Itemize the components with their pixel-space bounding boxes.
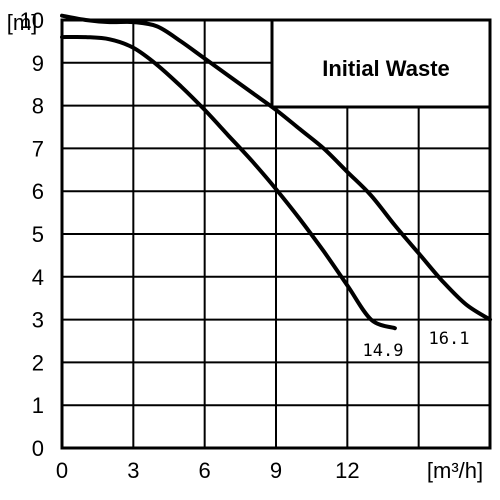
y-axis-label: [m] [7,10,38,35]
y-tick-label: 0 [32,436,44,461]
y-tick-label: 4 [32,265,44,290]
x-tick-label: 9 [270,458,282,483]
series-curve-16-1 [60,13,492,322]
y-tick-label: 1 [32,393,44,418]
x-tick-label: 3 [127,458,139,483]
series-label-16-1: 16.1 [429,329,470,349]
y-tick-label: 10 [20,8,44,33]
series-label-14-9: 14.9 [363,341,404,361]
y-tick-label: 5 [32,222,44,247]
y-tick-label: 9 [32,51,44,76]
series-curve-14-9 [60,34,397,331]
y-tick-label: 2 [32,350,44,375]
x-tick-label: 0 [56,458,68,483]
x-tick-label: 6 [199,458,211,483]
y-tick-label: 7 [32,136,44,161]
x-axis-label: [m³/h] [427,458,483,483]
y-tick-label: 6 [32,179,44,204]
y-tick-label: 8 [32,94,44,119]
series-curves [60,13,492,331]
title-box [270,18,492,109]
plot-frame [60,18,492,450]
y-tick-label: 3 [32,308,44,333]
chart-title: Initial Waste [322,56,450,81]
x-tick-label: 12 [335,458,359,483]
